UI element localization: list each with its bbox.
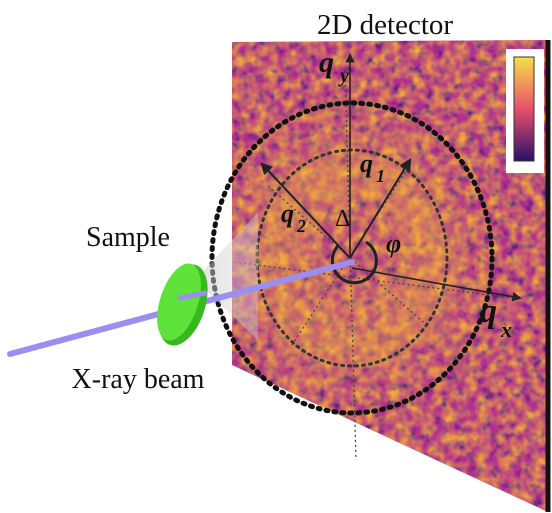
scattering-cone (195, 212, 258, 340)
diagonal-line-b (289, 167, 409, 349)
q2-subscript: 2 (296, 216, 306, 236)
phi-arc (365, 241, 378, 263)
horizontal-axis-line (233, 261, 513, 299)
delta-label: Δ (335, 206, 350, 232)
inner-ring (255, 148, 449, 368)
sample-label: Sample (86, 222, 170, 253)
q1-vector (349, 157, 412, 259)
sample-disc (157, 263, 208, 346)
qx-subscript: x (500, 317, 512, 342)
colorbar (506, 49, 544, 173)
outer-ring (209, 100, 495, 416)
q1-subscript: 1 (376, 166, 385, 186)
beam-label: X-ray beam (72, 364, 205, 395)
q1-label: q (360, 149, 373, 178)
phi-label: φ (386, 229, 401, 258)
qx-axis-arrow (351, 267, 522, 302)
detector-panel (232, 40, 551, 512)
qy-label: q (319, 46, 334, 79)
title-label: 2D detector (317, 9, 453, 41)
q2-vector (260, 162, 351, 259)
diagonal-line-a (267, 185, 431, 329)
q2-label: q (281, 199, 294, 228)
qx-label: q (480, 293, 497, 330)
qy-subscript: y (338, 65, 349, 87)
